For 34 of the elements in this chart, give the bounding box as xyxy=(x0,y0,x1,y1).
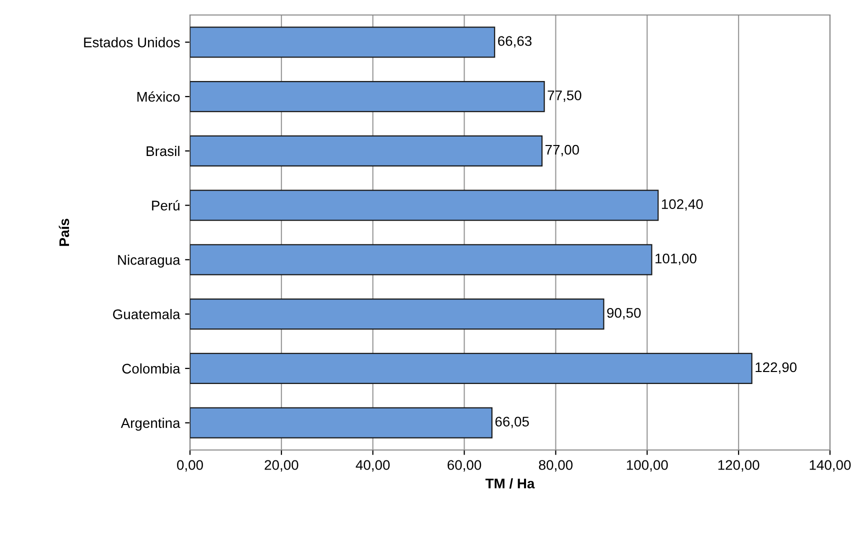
data-label: 90,50 xyxy=(607,308,641,320)
x-tick-label: 80,00 xyxy=(538,460,573,472)
data-label: 66,63 xyxy=(498,36,532,48)
y-tick-label: Guatemala xyxy=(113,309,180,320)
y-axis-title: País xyxy=(58,218,70,246)
x-tick-label: 140,00 xyxy=(810,460,851,472)
data-label: 77,00 xyxy=(545,144,579,156)
data-label: 122,90 xyxy=(756,362,797,374)
x-tick-label: 0,00 xyxy=(177,460,203,472)
bar xyxy=(190,352,752,384)
x-tick-label: 20,00 xyxy=(264,460,298,472)
y-tick-label: México xyxy=(137,91,180,102)
y-tick-label: Colombia xyxy=(122,363,180,374)
bar xyxy=(190,407,492,438)
data-label: 66,05 xyxy=(495,416,529,428)
bar xyxy=(190,26,496,58)
y-tick-label: Estados Unidos xyxy=(84,37,180,48)
x-tick-label: 40,00 xyxy=(356,460,390,472)
bar xyxy=(190,244,652,276)
bar xyxy=(190,81,545,112)
x-axis-title: TM / Ha xyxy=(485,478,535,489)
y-tick-label: Perú xyxy=(152,200,180,210)
y-tick-label: Nicaragua xyxy=(118,254,180,268)
x-tick-label: 100,00 xyxy=(626,460,668,472)
y-tick-label: Argentina xyxy=(120,418,180,431)
data-label: 101,00 xyxy=(656,254,696,266)
x-tick-label: 120,00 xyxy=(718,460,760,472)
data-label: 102,40 xyxy=(662,199,703,211)
data-label: 77,50 xyxy=(548,90,582,102)
y-tick-label: Brasil xyxy=(146,146,180,156)
bar xyxy=(190,190,659,221)
bar xyxy=(190,298,604,330)
bar xyxy=(190,135,543,166)
x-tick-label: 60,00 xyxy=(448,460,482,472)
